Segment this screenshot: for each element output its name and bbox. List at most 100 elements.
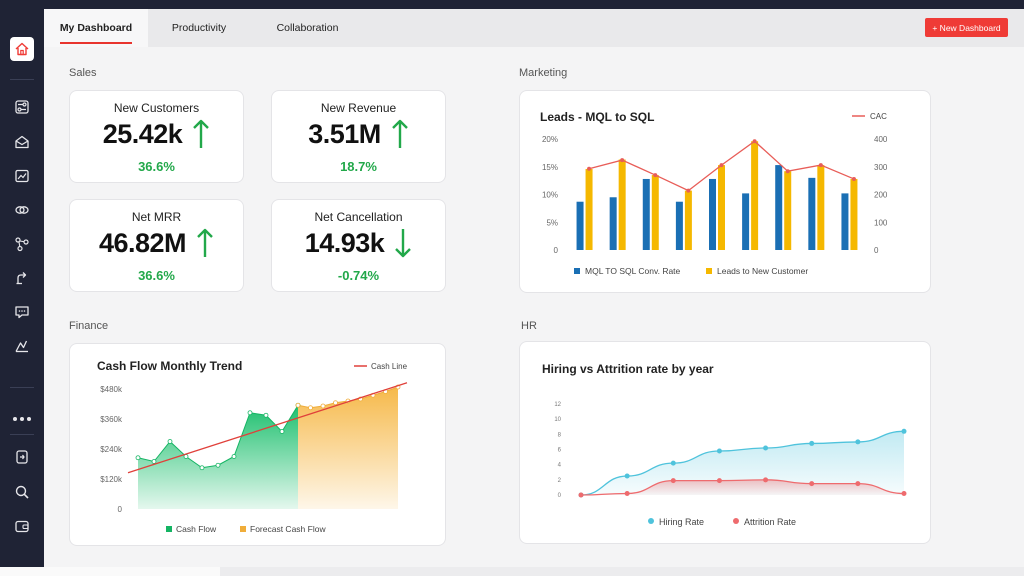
cac-point xyxy=(851,176,856,181)
y2-tick-label: 100 xyxy=(874,218,888,227)
more-icon[interactable] xyxy=(10,413,34,425)
bar-leads-to-customer xyxy=(585,168,593,250)
y-tick-label: 10 xyxy=(554,417,561,423)
chart-title: Leads - MQL to SQL xyxy=(540,110,655,124)
bar-leads-to-customer xyxy=(817,165,825,250)
attrition-rate-area xyxy=(581,479,904,495)
y-tick-label: 20% xyxy=(542,135,558,144)
section-title-hr: HR xyxy=(521,320,537,332)
y-tick-label: $480k xyxy=(100,385,123,394)
attrition-point xyxy=(624,490,630,496)
hiring-rate-area xyxy=(581,431,904,495)
y-tick-label: 15% xyxy=(542,163,558,172)
bar-leads-to-customer xyxy=(718,165,725,250)
hr-chart-card[interactable]: Hiring vs Attrition rate by year 12 10 8 6 4… xyxy=(519,341,931,544)
new-dashboard-button[interactable]: + New Dashboard xyxy=(925,18,1008,37)
chart-title: Hiring vs Attrition rate by year xyxy=(542,362,714,376)
widgets-icon xyxy=(15,100,29,114)
kpi-title: Net Cancellation xyxy=(314,210,403,224)
forecast-point xyxy=(308,405,313,411)
y-tick-label: 8 xyxy=(558,432,562,438)
hiring-point xyxy=(855,439,861,445)
y2-tick-label: 0 xyxy=(874,246,879,255)
kpi-card-net-cancellation[interactable]: Net Cancellation 14.93k -0.74% xyxy=(271,199,446,292)
y-tick-label: 2 xyxy=(558,478,562,484)
y-tick-label: $120k xyxy=(100,475,123,484)
legend-label: Cash Flow xyxy=(176,524,217,534)
sidebar-item-widgets[interactable] xyxy=(10,95,34,119)
sidebar-item-wallet[interactable] xyxy=(10,514,34,538)
bar-mql-to-sql xyxy=(642,178,650,250)
cash-flow-point xyxy=(151,459,157,464)
attrition-rate-line xyxy=(580,479,905,496)
forecast-point xyxy=(295,402,301,408)
leads-chart-card[interactable]: Leads - MQL to SQL 20% 15% 10% 5% 0 400 300 200… xyxy=(519,90,931,293)
bar-leads-to-customer xyxy=(651,175,659,250)
sidebar-divider xyxy=(10,387,34,388)
attrition-point xyxy=(901,490,907,496)
y-tick-label: 10% xyxy=(542,191,558,200)
sidebar-divider xyxy=(10,434,34,435)
legend-label: MQL TO SQL Conv. Rate xyxy=(585,266,681,276)
analytics-icon xyxy=(15,340,28,353)
hiring-point xyxy=(624,473,630,479)
cash-flow-point xyxy=(215,462,221,468)
y-tick-label: 0 xyxy=(118,505,123,514)
y-tick-label: $240k xyxy=(100,445,123,454)
y-tick-label: 0 xyxy=(558,493,562,499)
legend-label: Attrition Rate xyxy=(744,517,796,527)
attrition-point xyxy=(670,478,676,484)
legend-swatch xyxy=(706,268,712,274)
attrition-point xyxy=(716,478,722,484)
cac-point xyxy=(818,163,823,168)
chart-title: Cash Flow Monthly Trend xyxy=(97,359,243,373)
y-tick-label: 6 xyxy=(558,448,562,454)
kpi-card-net-mrr[interactable]: Net MRR 46.82M 36.6% xyxy=(69,199,244,292)
sidebar-item-search[interactable] xyxy=(10,480,34,504)
hiring-point xyxy=(763,445,769,451)
top-strip xyxy=(0,0,1024,9)
forecast-cash-flow-area xyxy=(298,387,398,509)
kpi-value: 3.51M xyxy=(308,118,381,149)
kpi-title: New Customers xyxy=(113,101,200,115)
cashflow-chart-card[interactable]: Cash Flow Monthly Trend $480k $360k $240k $… xyxy=(69,343,446,546)
tab-productivity[interactable]: Productivity xyxy=(154,9,244,47)
sidebar-item-export[interactable] xyxy=(10,445,34,469)
sidebar-item-integrations[interactable] xyxy=(10,266,34,290)
kpi-title: New Revenue xyxy=(320,101,397,115)
attrition-point xyxy=(578,492,584,498)
search-icon xyxy=(15,485,29,499)
tab-collaboration[interactable]: Collaboration xyxy=(260,9,355,47)
sidebar-item-workflows[interactable] xyxy=(10,232,34,256)
sidebar-item-messages[interactable] xyxy=(10,300,34,324)
forecast-point xyxy=(333,400,338,406)
cash-line xyxy=(127,382,408,474)
y2-tick-label: 400 xyxy=(874,135,888,144)
legend-swatch xyxy=(574,268,580,274)
sidebar-item-analytics[interactable] xyxy=(10,334,34,358)
kpi-card-new-customers[interactable]: New Customers 25.42k 36.6% xyxy=(69,90,244,183)
cac-point xyxy=(785,169,790,174)
legend-cash-line-label: Cash Line xyxy=(371,362,408,371)
y-tick-label: $360k xyxy=(100,415,123,424)
legend-swatch xyxy=(166,526,172,532)
cac-point xyxy=(653,173,658,178)
bar-mql-to-sql xyxy=(709,178,716,250)
bar-mql-to-sql xyxy=(808,177,816,250)
sidebar-item-reports[interactable] xyxy=(10,164,34,188)
chat-icon xyxy=(15,306,29,319)
kpi-card-new-revenue[interactable]: New Revenue 3.51M 18.7% xyxy=(271,90,446,183)
kpi-change: -0.74% xyxy=(337,268,380,283)
bar-leads-to-customer xyxy=(850,178,858,250)
tab-my-dashboard[interactable]: My Dashboard xyxy=(44,9,148,47)
sidebar-item-home[interactable] xyxy=(10,37,34,61)
cac-point xyxy=(752,139,757,144)
kpi-value: 46.82M xyxy=(98,227,187,258)
attrition-point xyxy=(855,481,861,487)
sidebar-item-links[interactable] xyxy=(10,198,34,222)
legend-label: Leads to New Customer xyxy=(717,266,808,276)
sidebar-item-inbox[interactable] xyxy=(10,130,34,154)
bar-mql-to-sql xyxy=(576,201,584,250)
cac-point xyxy=(587,166,592,171)
section-title-sales: Sales xyxy=(69,67,97,79)
